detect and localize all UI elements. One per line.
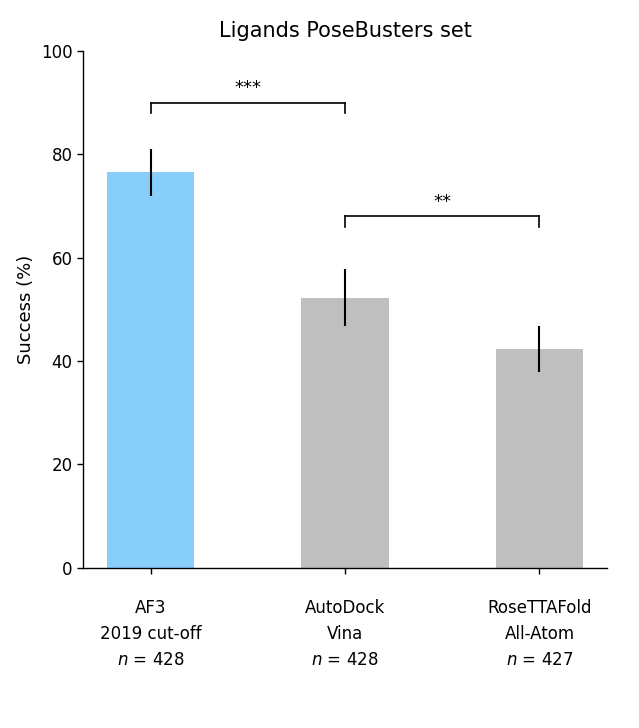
Y-axis label: Success (%): Success (%) [17,255,36,364]
Bar [107,173,194,568]
Title: Ligands PoseBusters set: Ligands PoseBusters set [219,21,472,41]
Text: All-Atom: All-Atom [504,625,574,643]
Text: RoseTTAFold: RoseTTAFold [487,599,592,617]
Text: ***: *** [235,79,261,98]
Text: $\it{n}$ = 428: $\it{n}$ = 428 [311,651,379,668]
Bar [302,298,389,568]
Text: $\it{n}$ = 428: $\it{n}$ = 428 [117,651,185,668]
Text: **: ** [433,193,451,211]
Text: AutoDock: AutoDock [305,599,385,617]
Text: 2019 cut-off: 2019 cut-off [100,625,201,643]
Text: $\it{n}$ = 427: $\it{n}$ = 427 [506,651,573,668]
Bar [496,349,583,568]
Text: Vina: Vina [327,625,363,643]
Text: AF3: AF3 [135,599,166,617]
